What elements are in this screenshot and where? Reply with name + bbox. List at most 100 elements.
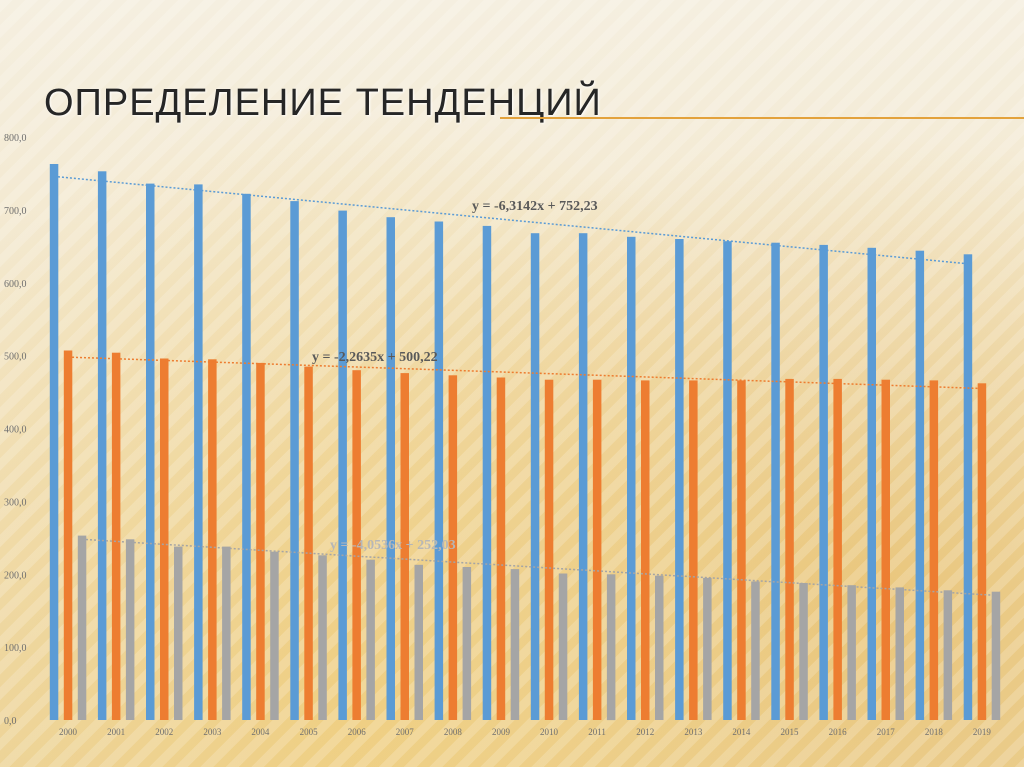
x-tick-label: 2015 bbox=[781, 727, 800, 737]
x-axis-ticks: 2000 2001 2002 2003 2004 2005 2006 2007 2008 2009… bbox=[59, 727, 991, 737]
bar-series-2 bbox=[111, 352, 121, 720]
bar-series-2 bbox=[160, 358, 169, 720]
bar-series-3 bbox=[77, 535, 87, 720]
bar-series-3 bbox=[222, 546, 231, 720]
x-tick-label: 2017 bbox=[877, 727, 896, 737]
bar-series-3 bbox=[895, 587, 904, 720]
x-tick-label: 2014 bbox=[732, 727, 751, 737]
bar-series-1 bbox=[675, 239, 684, 720]
bar-series-1 bbox=[338, 210, 347, 720]
bar-series-1 bbox=[49, 164, 59, 720]
x-tick-label: 2008 bbox=[444, 727, 463, 737]
bar-series-2 bbox=[256, 362, 265, 720]
bar-series-2 bbox=[737, 380, 746, 720]
y-tick-label: 200,0 bbox=[4, 570, 27, 581]
bar-series-3 bbox=[943, 590, 953, 720]
bar-series-2 bbox=[785, 378, 794, 720]
y-tick-label: 400,0 bbox=[4, 425, 27, 436]
x-tick-label: 2013 bbox=[684, 727, 703, 737]
bar-series-2 bbox=[833, 378, 842, 720]
bar-series-2 bbox=[544, 379, 554, 720]
bar-series-2 bbox=[592, 379, 602, 720]
x-tick-label: 2009 bbox=[492, 727, 511, 737]
bar-series-1 bbox=[963, 254, 973, 721]
bar-series-3 bbox=[510, 569, 520, 720]
x-tick-label: 2018 bbox=[925, 727, 944, 737]
bar-series-1 bbox=[819, 244, 828, 720]
bar-series-1 bbox=[242, 193, 251, 721]
bar-series-2 bbox=[304, 366, 313, 720]
bar-series-3 bbox=[703, 577, 712, 720]
x-tick-label: 2002 bbox=[155, 727, 173, 737]
title-underline bbox=[500, 117, 1024, 119]
bar-series-2 bbox=[977, 383, 987, 720]
x-tick-label: 2016 bbox=[829, 727, 848, 737]
y-tick-label: 700,0 bbox=[4, 206, 27, 217]
trendlines-layer bbox=[53, 175, 996, 597]
bar-series-1 bbox=[867, 247, 876, 721]
y-tick-label: 300,0 bbox=[4, 497, 27, 508]
bar-series-1 bbox=[627, 236, 636, 721]
bar-series-2 bbox=[352, 370, 361, 720]
bars-layer bbox=[49, 164, 1001, 721]
x-tick-label: 2005 bbox=[300, 727, 319, 737]
bar-series-3 bbox=[799, 583, 808, 720]
x-tick-label: 2012 bbox=[636, 727, 654, 737]
bar-series-3 bbox=[318, 555, 327, 720]
y-axis-ticks: 0,0 100,0 200,0 300,0 400,0 500,0 600,0 700,0 80… bbox=[4, 133, 27, 727]
bar-series-3 bbox=[991, 591, 1001, 720]
trendline-labels: y = -6,3142x + 752,23 y = -2,2635x + 500,… bbox=[312, 199, 598, 553]
x-tick-label: 2010 bbox=[540, 727, 559, 737]
bar-series-1 bbox=[482, 225, 492, 720]
trendline bbox=[67, 356, 982, 390]
bar-series-3 bbox=[655, 575, 664, 720]
bar-series-3 bbox=[847, 585, 856, 720]
bar-series-3 bbox=[174, 546, 183, 720]
bar-series-3 bbox=[270, 551, 279, 720]
bar-series-1 bbox=[530, 233, 540, 720]
bar-series-3 bbox=[125, 539, 135, 720]
y-tick-label: 800,0 bbox=[4, 133, 27, 144]
y-tick-label: 0,0 bbox=[4, 716, 17, 727]
bar-series-1 bbox=[386, 217, 395, 720]
bar-series-2 bbox=[63, 350, 73, 720]
bar-series-1 bbox=[578, 233, 588, 720]
bar-series-3 bbox=[751, 581, 760, 720]
bar-series-1 bbox=[434, 221, 444, 720]
bar-series-2 bbox=[400, 373, 409, 720]
y-tick-label: 500,0 bbox=[4, 352, 27, 363]
x-tick-label: 2001 bbox=[107, 727, 125, 737]
bar-series-1 bbox=[915, 250, 925, 720]
trendline bbox=[81, 538, 996, 597]
bar-series-3 bbox=[606, 574, 616, 721]
bar-series-2 bbox=[881, 379, 890, 720]
bar-series-2 bbox=[208, 359, 217, 720]
x-tick-label: 2003 bbox=[203, 727, 222, 737]
bar-series-1 bbox=[290, 201, 299, 721]
x-tick-label: 2000 bbox=[59, 727, 78, 737]
bar-series-2 bbox=[641, 380, 650, 720]
trendline bbox=[53, 175, 968, 265]
x-tick-label: 2007 bbox=[396, 727, 415, 737]
bar-series-2 bbox=[448, 375, 458, 720]
bar-series-3 bbox=[558, 573, 568, 720]
bar-series-1 bbox=[146, 183, 155, 721]
bar-series-2 bbox=[496, 377, 506, 720]
x-tick-label: 2011 bbox=[588, 727, 606, 737]
bar-series-1 bbox=[97, 171, 107, 721]
x-tick-label: 2006 bbox=[348, 727, 367, 737]
bar-series-2 bbox=[689, 380, 698, 720]
bar-series-3 bbox=[462, 567, 472, 720]
bar-series-2 bbox=[929, 380, 939, 720]
y-tick-label: 600,0 bbox=[4, 279, 27, 290]
x-tick-label: 2004 bbox=[251, 727, 270, 737]
trendline-equation-label: y = -2,2635x + 500,22 bbox=[312, 350, 438, 365]
bar-series-1 bbox=[194, 184, 203, 720]
bar-series-1 bbox=[723, 241, 732, 720]
y-tick-label: 100,0 bbox=[4, 643, 27, 654]
trendline-equation-label: y = -4,0536x + 252,03 bbox=[330, 538, 456, 553]
bar-series-1 bbox=[771, 242, 780, 720]
trendline-equation-label: y = -6,3142x + 752,23 bbox=[472, 199, 598, 214]
bar-series-3 bbox=[414, 564, 423, 720]
